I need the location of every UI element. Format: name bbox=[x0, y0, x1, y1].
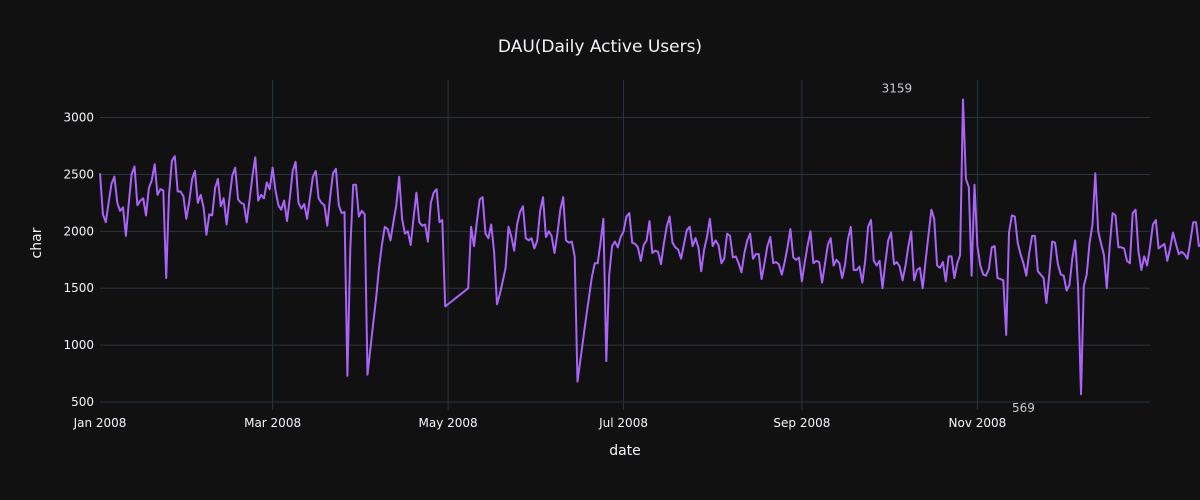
y-tick-label: 500 bbox=[71, 395, 94, 409]
dau-series-line bbox=[99, 98, 1200, 396]
y-tick-label: 2000 bbox=[63, 224, 94, 238]
x-tick-label: Jan 2008 bbox=[73, 416, 127, 430]
plot-area bbox=[99, 98, 1200, 396]
x-tick-label: May 2008 bbox=[418, 416, 477, 430]
y-tick-label: 3000 bbox=[63, 111, 94, 125]
y-tick-label: 2500 bbox=[63, 167, 94, 181]
value-annotation: 569 bbox=[1012, 401, 1035, 415]
x-tick-label: Sep 2008 bbox=[773, 416, 830, 430]
y-tick-label: 1000 bbox=[63, 338, 94, 352]
x-tick-label: Mar 2008 bbox=[244, 416, 301, 430]
x-axis-title: date bbox=[609, 443, 641, 459]
value-annotation: 3159 bbox=[882, 81, 913, 95]
y-axis-title: char bbox=[29, 227, 45, 258]
y-tick-label: 1500 bbox=[63, 281, 94, 295]
axis-ticks: 500 1000 1500 2000 2500 3000 Jan 2008 Mar 2008 M… bbox=[63, 111, 1006, 430]
annotations: 3159 569 bbox=[882, 81, 1035, 415]
chart-title: DAU(Daily Active Users) bbox=[498, 37, 702, 57]
x-tick-label: Nov 2008 bbox=[949, 416, 1007, 430]
x-tick-label: Jul 2008 bbox=[598, 416, 648, 430]
